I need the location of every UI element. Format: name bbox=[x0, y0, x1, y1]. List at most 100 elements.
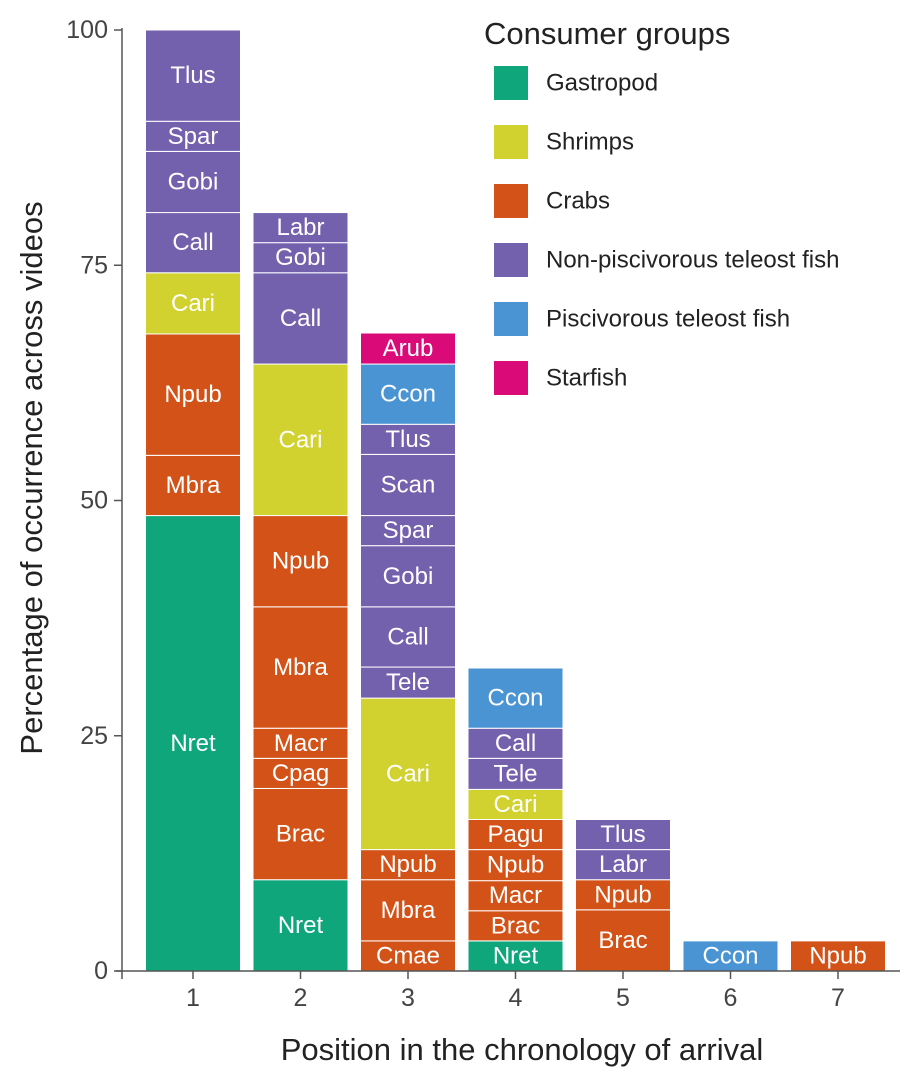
bar-segment-4-ccon bbox=[467, 667, 564, 729]
legend-label-starfish: Starfish bbox=[546, 365, 627, 392]
segment-label-3-npub: Npub bbox=[379, 851, 436, 878]
segment-label-4-brac: Brac bbox=[491, 912, 540, 939]
bar-segment-2-brac bbox=[252, 787, 349, 881]
x-axis-title: Position in the chronology of arrival bbox=[281, 1032, 763, 1067]
legend-label-crabs: Crabs bbox=[546, 188, 610, 215]
segment-label-3-arub: Arub bbox=[383, 335, 434, 362]
bar-segment-2-mbra bbox=[252, 606, 349, 729]
segment-label-5-labr: Labr bbox=[599, 851, 647, 878]
bar-segment-2-cari bbox=[252, 363, 349, 517]
bar-segment-3-call bbox=[360, 606, 456, 668]
bar-segment-6-ccon bbox=[682, 940, 779, 972]
bar-stack-7: Npub bbox=[790, 940, 886, 972]
bar-segment-3-scan bbox=[360, 453, 456, 517]
segment-label-2-call: Call bbox=[280, 305, 321, 332]
legend-swatch-crabs bbox=[494, 184, 528, 218]
segment-label-1-mbra: Mbra bbox=[166, 472, 221, 499]
segment-label-4-pagu: Pagu bbox=[487, 821, 543, 848]
x-tick-label-4: 4 bbox=[509, 984, 523, 1012]
x-tick-label-6: 6 bbox=[724, 984, 738, 1012]
bar-segment-4-pagu bbox=[467, 818, 564, 851]
segment-label-3-scan: Scan bbox=[381, 471, 436, 498]
bar-segment-3-spar bbox=[360, 515, 456, 547]
segment-label-3-cmae: Cmae bbox=[376, 942, 440, 969]
bar-segment-3-tele bbox=[360, 666, 456, 699]
x-tick-label-7: 7 bbox=[831, 984, 845, 1012]
segment-label-3-ccon: Ccon bbox=[380, 381, 436, 408]
segment-label-5-tlus: Tlus bbox=[600, 821, 645, 848]
bar-segment-4-cari bbox=[467, 788, 564, 820]
segment-label-3-tlus: Tlus bbox=[385, 426, 430, 453]
bar-segment-1-tlus bbox=[145, 29, 241, 122]
bar-segment-3-mbra bbox=[360, 879, 456, 942]
segment-label-1-call: Call bbox=[172, 229, 213, 256]
bars-layer: Nret Mbra Npub Cari Call Gobi Spar Tlus Nret Brac… bbox=[145, 29, 886, 972]
bar-stack-2: Nret Brac Cpag Macr Mbra Npub Cari Call Gobi Labr bbox=[252, 212, 349, 972]
legend-swatch-piscivorous-teleost-fish bbox=[494, 302, 528, 336]
bar-segment-3-npub bbox=[360, 849, 456, 881]
x-tick-label-5: 5 bbox=[616, 984, 630, 1012]
segment-label-1-npub: Npub bbox=[164, 381, 221, 408]
segment-label-1-nret: Nret bbox=[170, 730, 216, 757]
segment-label-4-npub: Npub bbox=[487, 852, 544, 879]
x-tick-label-2: 2 bbox=[294, 984, 308, 1012]
bar-segment-3-arub bbox=[360, 332, 456, 365]
segment-label-3-gobi: Gobi bbox=[383, 563, 434, 590]
segment-label-2-brac: Brac bbox=[276, 821, 325, 848]
segment-label-4-cari: Cari bbox=[493, 791, 537, 818]
segment-label-1-cari: Cari bbox=[171, 290, 215, 317]
legend-label-non-piscivorous-teleost-fish: Non-piscivorous teleost fish bbox=[546, 247, 839, 274]
y-tick-label-50: 50 bbox=[80, 487, 108, 515]
bar-stack-6: Ccon bbox=[682, 940, 779, 972]
segment-label-3-cari: Cari bbox=[386, 760, 430, 787]
bar-segment-1-spar bbox=[145, 120, 241, 152]
y-tick-label-25: 25 bbox=[80, 722, 108, 750]
segment-label-2-npub: Npub bbox=[272, 548, 329, 575]
bar-segment-3-cmae bbox=[360, 940, 456, 972]
y-tick-label-75: 75 bbox=[80, 251, 108, 279]
segment-label-3-call: Call bbox=[387, 623, 428, 650]
bar-segment-3-ccon bbox=[360, 363, 456, 425]
legend: Consumer groups Gastropod Shrimps Crabs Non-… bbox=[484, 16, 839, 395]
bar-stack-3: Cmae Mbra Npub Cari Tele Call Gobi Spar Scan Tlus… bbox=[360, 332, 456, 972]
bar-segment-2-macr bbox=[252, 727, 349, 759]
segment-label-2-cari: Cari bbox=[278, 426, 322, 453]
segment-label-2-labr: Labr bbox=[276, 214, 324, 241]
segment-label-2-cpag: Cpag bbox=[272, 760, 329, 787]
bar-segment-2-labr bbox=[252, 212, 349, 244]
legend-swatch-gastropod bbox=[494, 66, 528, 100]
legend-swatch-starfish bbox=[494, 361, 528, 395]
y-axis-title: Percentage of occurrence across videos bbox=[14, 201, 49, 754]
segment-label-4-tele: Tele bbox=[493, 760, 537, 787]
bar-segment-5-npub bbox=[575, 879, 671, 911]
bar-segment-1-mbra bbox=[145, 454, 241, 517]
bar-segment-3-gobi bbox=[360, 545, 456, 608]
segment-label-4-call: Call bbox=[495, 730, 536, 757]
segment-label-5-npub: Npub bbox=[594, 881, 651, 908]
bar-stack-5: Brac Npub Labr Tlus bbox=[575, 818, 671, 972]
segment-label-4-macr: Macr bbox=[489, 882, 542, 909]
bar-segment-5-brac bbox=[575, 909, 671, 972]
segment-label-3-mbra: Mbra bbox=[381, 897, 436, 924]
segment-label-3-tele: Tele bbox=[386, 669, 430, 696]
legend-swatch-non-piscivorous-teleost-fish bbox=[494, 243, 528, 277]
bar-segment-3-tlus bbox=[360, 423, 456, 455]
legend-label-shrimps: Shrimps bbox=[546, 129, 634, 156]
bar-segment-1-call bbox=[145, 212, 241, 274]
segment-label-2-gobi: Gobi bbox=[275, 244, 326, 271]
axes-layer: 0 25 50 75 100 1 2 3 4 5 6 7 bbox=[66, 16, 900, 1012]
legend-label-gastropod: Gastropod bbox=[546, 70, 658, 97]
legend-swatch-shrimps bbox=[494, 125, 528, 159]
bar-segment-4-call bbox=[467, 727, 564, 759]
segment-label-4-nret: Nret bbox=[493, 942, 539, 969]
legend-title: Consumer groups bbox=[484, 16, 730, 51]
segment-label-7-npub: Npub bbox=[809, 942, 866, 969]
bar-segment-2-call bbox=[252, 272, 349, 365]
bar-segment-1-nret bbox=[145, 515, 241, 972]
segment-label-3-spar: Spar bbox=[383, 517, 434, 544]
bar-stack-4: Nret Brac Macr Npub Pagu Cari Tele Call Ccon bbox=[467, 667, 564, 972]
segment-label-2-mbra: Mbra bbox=[273, 654, 328, 681]
bar-segment-2-cpag bbox=[252, 757, 349, 789]
y-tick-label-0: 0 bbox=[94, 957, 108, 985]
y-tick-label-100: 100 bbox=[66, 16, 108, 44]
